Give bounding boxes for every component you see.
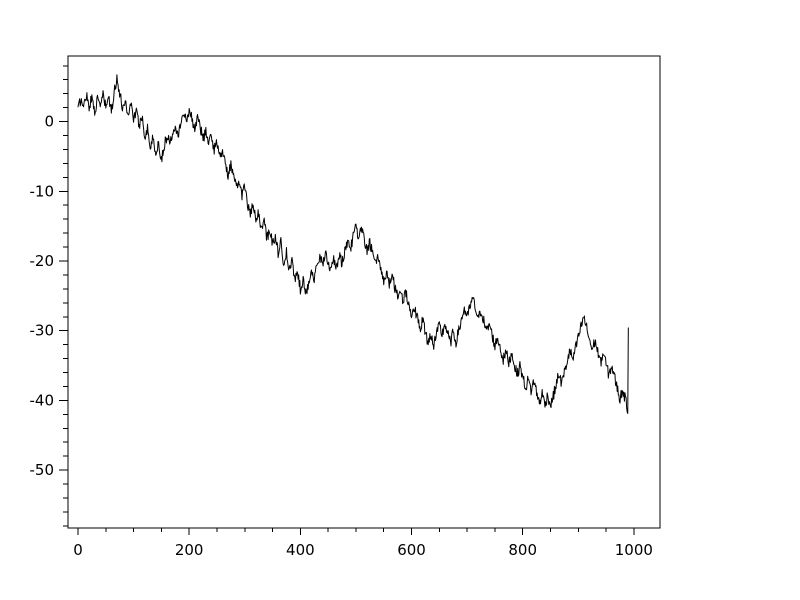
x-tick-label: 800	[508, 541, 537, 559]
y-tick-label: -40	[30, 391, 55, 409]
x-tick-label: 600	[397, 541, 426, 559]
y-tick-label: -10	[30, 182, 55, 200]
y-tick-label: -50	[30, 461, 55, 479]
y-axis-tick-labels: 0 -10 -20 -30 -40 -50	[30, 113, 55, 480]
y-tick-label: -20	[30, 252, 55, 270]
x-tick-label: 200	[175, 541, 204, 559]
major-tick-marks	[59, 121, 635, 535]
x-tick-label: 1000	[615, 541, 653, 559]
minor-tick-marks	[63, 65, 607, 532]
x-axis-tick-labels: 0 200 400 600 800 1000	[73, 541, 653, 559]
data-series-line	[77, 74, 629, 414]
y-tick-label: 0	[44, 113, 54, 131]
plot-frame	[67, 55, 661, 529]
x-tick-label: 0	[73, 541, 83, 559]
x-tick-label: 400	[286, 541, 315, 559]
y-tick-label: -30	[30, 322, 55, 340]
